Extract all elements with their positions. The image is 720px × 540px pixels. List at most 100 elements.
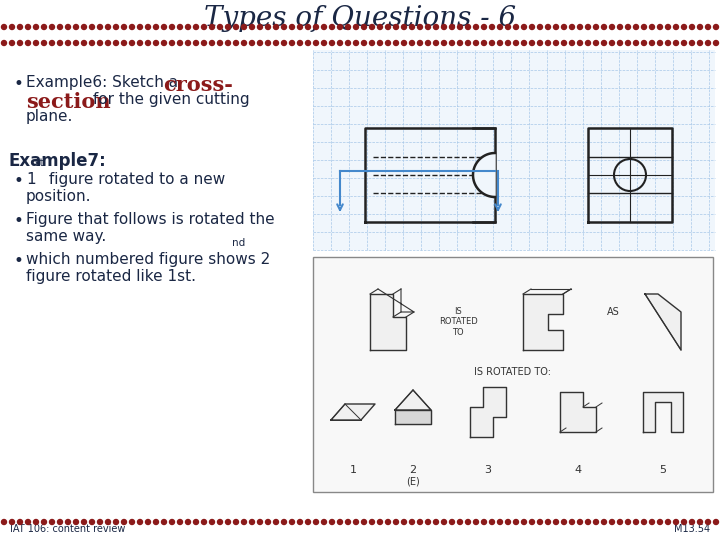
Circle shape bbox=[66, 40, 71, 45]
Text: IS ROTATED TO:: IS ROTATED TO: bbox=[474, 367, 552, 377]
Circle shape bbox=[474, 24, 479, 30]
Circle shape bbox=[153, 519, 158, 524]
Circle shape bbox=[282, 519, 287, 524]
Circle shape bbox=[562, 40, 567, 45]
Circle shape bbox=[42, 519, 47, 524]
Circle shape bbox=[145, 24, 150, 30]
Circle shape bbox=[482, 24, 487, 30]
Circle shape bbox=[698, 24, 703, 30]
Circle shape bbox=[642, 24, 647, 30]
Circle shape bbox=[394, 40, 398, 45]
Circle shape bbox=[626, 24, 631, 30]
Circle shape bbox=[554, 519, 559, 524]
Circle shape bbox=[505, 40, 510, 45]
Circle shape bbox=[122, 519, 127, 524]
Circle shape bbox=[169, 40, 174, 45]
Circle shape bbox=[194, 24, 199, 30]
Bar bbox=[313, 50, 715, 250]
Circle shape bbox=[593, 40, 598, 45]
Circle shape bbox=[441, 40, 446, 45]
Circle shape bbox=[186, 24, 191, 30]
Circle shape bbox=[66, 519, 71, 524]
Circle shape bbox=[274, 40, 279, 45]
Circle shape bbox=[210, 519, 215, 524]
Circle shape bbox=[153, 24, 158, 30]
Circle shape bbox=[330, 24, 335, 30]
Circle shape bbox=[97, 24, 102, 30]
Circle shape bbox=[114, 519, 119, 524]
Circle shape bbox=[457, 519, 462, 524]
Circle shape bbox=[241, 40, 246, 45]
Circle shape bbox=[665, 24, 670, 30]
Circle shape bbox=[418, 24, 423, 30]
Circle shape bbox=[297, 24, 302, 30]
Circle shape bbox=[274, 519, 279, 524]
Circle shape bbox=[585, 24, 590, 30]
Circle shape bbox=[305, 40, 310, 45]
Circle shape bbox=[161, 24, 166, 30]
Circle shape bbox=[610, 40, 614, 45]
Circle shape bbox=[449, 519, 454, 524]
Circle shape bbox=[570, 24, 575, 30]
Text: M13.54: M13.54 bbox=[674, 524, 710, 534]
Circle shape bbox=[73, 519, 78, 524]
Circle shape bbox=[361, 519, 366, 524]
Circle shape bbox=[289, 40, 294, 45]
Text: •: • bbox=[14, 252, 24, 270]
Circle shape bbox=[161, 519, 166, 524]
Circle shape bbox=[418, 519, 423, 524]
Circle shape bbox=[169, 24, 174, 30]
Circle shape bbox=[169, 519, 174, 524]
Circle shape bbox=[161, 40, 166, 45]
Circle shape bbox=[673, 40, 678, 45]
Circle shape bbox=[626, 40, 631, 45]
Circle shape bbox=[498, 40, 503, 45]
Polygon shape bbox=[473, 153, 495, 197]
Circle shape bbox=[690, 24, 695, 30]
Circle shape bbox=[289, 519, 294, 524]
Text: IAT 106: content review: IAT 106: content review bbox=[10, 524, 125, 534]
Circle shape bbox=[385, 40, 390, 45]
Circle shape bbox=[50, 519, 55, 524]
Circle shape bbox=[601, 40, 606, 45]
Circle shape bbox=[577, 24, 582, 30]
Circle shape bbox=[297, 40, 302, 45]
Circle shape bbox=[426, 24, 431, 30]
Circle shape bbox=[354, 40, 359, 45]
Circle shape bbox=[426, 519, 431, 524]
Circle shape bbox=[714, 519, 719, 524]
Circle shape bbox=[690, 40, 695, 45]
Circle shape bbox=[490, 40, 495, 45]
Circle shape bbox=[690, 519, 695, 524]
Circle shape bbox=[178, 519, 182, 524]
Circle shape bbox=[322, 24, 326, 30]
Circle shape bbox=[106, 40, 110, 45]
Circle shape bbox=[138, 24, 143, 30]
Text: figure rotated like 1st.: figure rotated like 1st. bbox=[26, 269, 196, 284]
Circle shape bbox=[466, 519, 470, 524]
Text: 5: 5 bbox=[660, 465, 667, 475]
Circle shape bbox=[377, 24, 382, 30]
Circle shape bbox=[634, 40, 639, 45]
Text: same way.: same way. bbox=[26, 229, 107, 244]
Circle shape bbox=[529, 24, 534, 30]
Text: figure rotated to a new: figure rotated to a new bbox=[44, 172, 225, 187]
Circle shape bbox=[138, 519, 143, 524]
Circle shape bbox=[546, 24, 551, 30]
Circle shape bbox=[274, 24, 279, 30]
Bar bbox=[313, 257, 713, 492]
Circle shape bbox=[1, 24, 6, 30]
Circle shape bbox=[106, 519, 110, 524]
Circle shape bbox=[457, 24, 462, 30]
Circle shape bbox=[354, 24, 359, 30]
Text: nd: nd bbox=[232, 238, 246, 248]
Circle shape bbox=[402, 40, 407, 45]
Circle shape bbox=[649, 519, 654, 524]
Circle shape bbox=[410, 40, 415, 45]
Text: 3: 3 bbox=[485, 465, 492, 475]
Circle shape bbox=[521, 40, 526, 45]
Circle shape bbox=[361, 40, 366, 45]
Circle shape bbox=[505, 24, 510, 30]
Text: 2: 2 bbox=[410, 465, 417, 475]
Circle shape bbox=[225, 24, 230, 30]
